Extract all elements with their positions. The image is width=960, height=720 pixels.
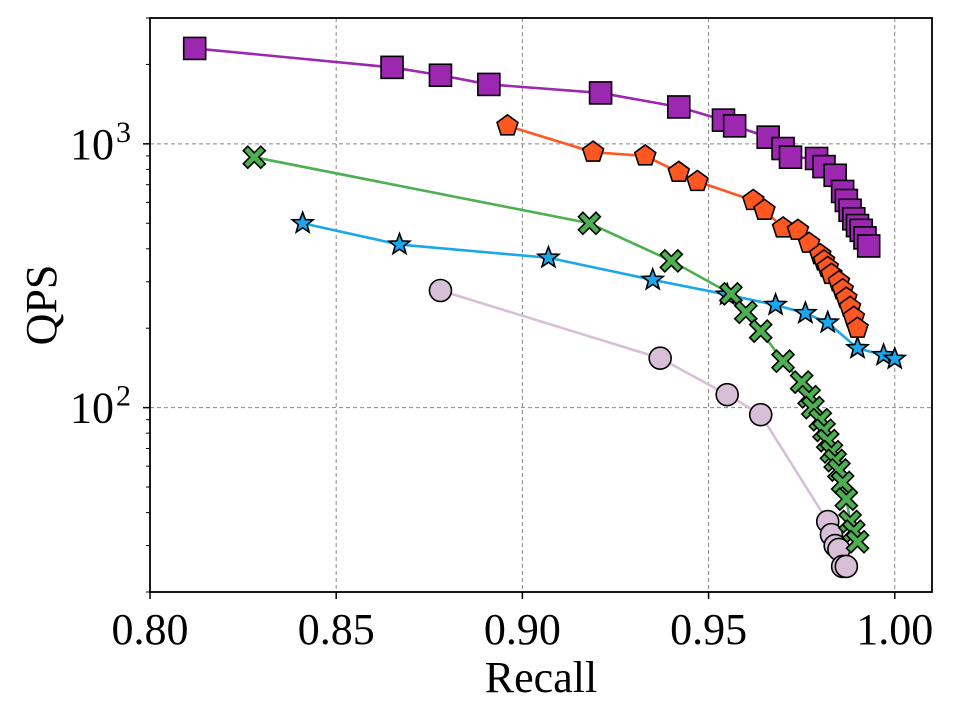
data-point-star xyxy=(535,244,562,269)
data-point-square xyxy=(722,114,747,138)
data-point-square xyxy=(666,95,691,119)
y-axis-label: QPS xyxy=(17,265,66,346)
data-point-pentagon xyxy=(633,143,657,166)
data-point-star xyxy=(290,209,316,235)
data-point-pentagon xyxy=(846,316,869,338)
data-point-x xyxy=(830,470,855,495)
data-point-star xyxy=(762,291,789,316)
data-point-square xyxy=(182,36,207,61)
data-point-square xyxy=(588,81,613,105)
data-point-pentagon xyxy=(753,198,776,220)
series-blue-star xyxy=(290,209,908,370)
data-point-x xyxy=(659,248,684,274)
data-point-square xyxy=(428,63,453,88)
data-point-circle xyxy=(748,402,773,427)
data-point-pentagon xyxy=(685,169,709,192)
x-tick-label: 1.00 xyxy=(856,605,933,654)
data-point-x xyxy=(242,145,267,170)
data-point-star xyxy=(815,309,841,334)
data-series xyxy=(182,36,908,579)
data-point-star xyxy=(792,299,819,324)
x-tick-label: 0.80 xyxy=(112,605,189,654)
data-point-circle xyxy=(834,554,859,579)
data-point-x xyxy=(845,529,870,554)
data-point-star xyxy=(386,231,413,256)
data-point-square xyxy=(778,145,803,170)
data-point-pentagon xyxy=(496,113,519,136)
data-point-circle xyxy=(428,278,453,303)
data-point-square xyxy=(380,55,404,80)
data-point-square xyxy=(477,72,501,97)
data-point-pentagon xyxy=(581,140,605,162)
data-point-x xyxy=(834,486,859,512)
series-orange-pentagon xyxy=(496,113,869,338)
data-point-star xyxy=(870,341,897,366)
series-lilac-circle xyxy=(428,278,859,579)
data-point-circle xyxy=(648,346,672,370)
y-tick-label: 10 xyxy=(70,120,114,169)
series-green-x xyxy=(242,145,870,554)
data-point-x xyxy=(770,349,796,374)
x-tick-label: 0.95 xyxy=(670,605,747,654)
y-tick-label-exponent: 2 xyxy=(116,380,131,413)
data-point-x xyxy=(733,300,758,325)
x-tick-label: 0.90 xyxy=(484,605,561,654)
data-point-x xyxy=(718,281,744,306)
y-tick-label-exponent: 3 xyxy=(116,116,131,149)
plot-frame xyxy=(149,17,933,593)
y-tick-label: 10 xyxy=(70,384,114,433)
series-purple-square xyxy=(182,36,881,258)
data-point-x xyxy=(748,318,773,344)
data-point-square xyxy=(856,234,881,258)
data-point-star xyxy=(640,266,666,291)
data-point-x xyxy=(577,211,602,236)
x-axis-label: Recall xyxy=(485,653,597,702)
x-tick-label: 0.85 xyxy=(298,605,375,654)
data-point-pentagon xyxy=(667,160,691,183)
data-point-pentagon xyxy=(786,218,810,241)
data-point-circle xyxy=(715,382,739,407)
data-point-star xyxy=(882,345,908,370)
data-point-star xyxy=(844,334,871,359)
